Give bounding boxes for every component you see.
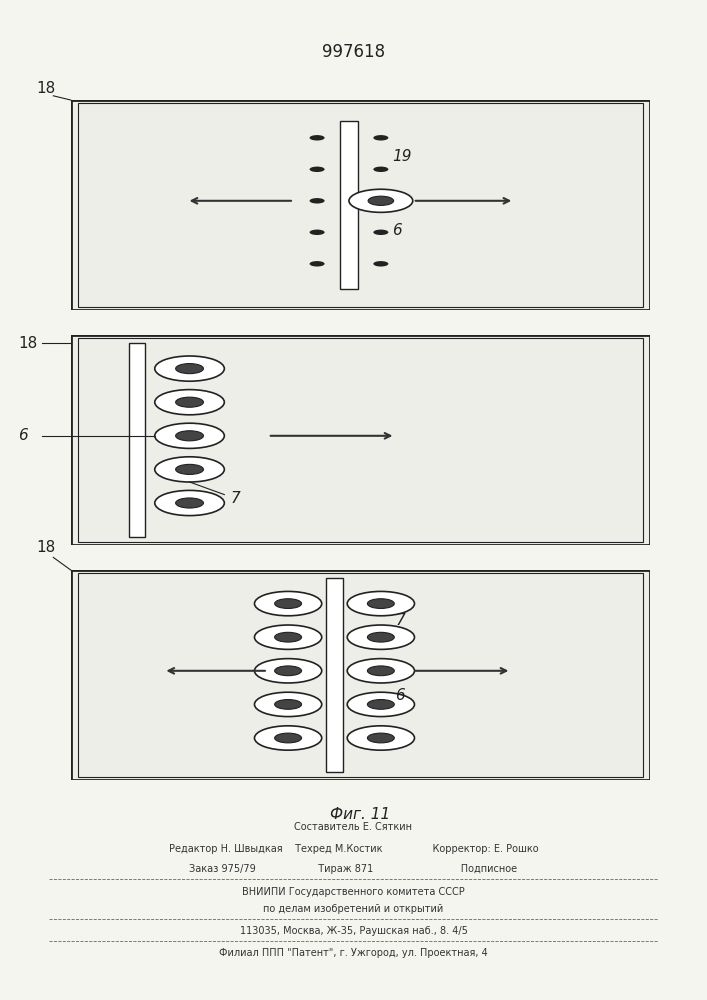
Circle shape <box>349 189 413 212</box>
Circle shape <box>274 666 302 676</box>
Text: 997618: 997618 <box>322 43 385 61</box>
Text: 6: 6 <box>392 223 402 238</box>
Text: 18: 18 <box>36 540 55 555</box>
Circle shape <box>175 464 204 474</box>
Circle shape <box>347 659 414 683</box>
Circle shape <box>274 733 302 743</box>
Circle shape <box>368 196 394 205</box>
Text: 6: 6 <box>395 688 405 704</box>
Text: Фиг. 11: Фиг. 11 <box>330 807 391 822</box>
Circle shape <box>347 591 414 616</box>
Text: 113035, Москва, Ж-35, Раушская наб., 8. 4/5: 113035, Москва, Ж-35, Раушская наб., 8. … <box>240 926 467 936</box>
Bar <box>327 578 343 772</box>
Bar <box>339 121 358 289</box>
Text: 18: 18 <box>18 336 37 351</box>
Text: Заказ 975/79                    Тираж 871                            Подписное: Заказ 975/79 Тираж 871 Подписное <box>189 864 518 874</box>
Circle shape <box>155 457 224 482</box>
Bar <box>129 343 146 537</box>
Circle shape <box>255 591 322 616</box>
Text: 7: 7 <box>395 613 405 628</box>
Text: Филиал ППП "Патент", г. Ужгород, ул. Проектная, 4: Филиал ППП "Патент", г. Ужгород, ул. Про… <box>219 948 488 958</box>
Circle shape <box>310 261 325 267</box>
Circle shape <box>310 167 325 172</box>
Text: 18: 18 <box>36 81 55 96</box>
Circle shape <box>373 230 388 235</box>
Text: по делам изобретений и открытий: по делам изобретений и открытий <box>264 904 443 914</box>
Circle shape <box>274 599 302 608</box>
Text: Составитель Е. Сяткин: Составитель Е. Сяткин <box>295 822 412 832</box>
Circle shape <box>368 599 395 608</box>
Circle shape <box>175 364 204 374</box>
Circle shape <box>274 700 302 709</box>
Text: ВНИИПИ Государственного комитета СССР: ВНИИПИ Государственного комитета СССР <box>242 887 465 897</box>
Circle shape <box>155 390 224 415</box>
Circle shape <box>373 167 388 172</box>
Circle shape <box>175 431 204 441</box>
Text: 7: 7 <box>230 491 240 506</box>
Circle shape <box>310 135 325 141</box>
Text: Редактор Н. Швыдкая    Техред М.Костик                Корректор: Е. Рошко: Редактор Н. Швыдкая Техред М.Костик Корр… <box>169 844 538 854</box>
Circle shape <box>347 692 414 717</box>
Circle shape <box>373 261 388 267</box>
Circle shape <box>368 666 395 676</box>
Circle shape <box>310 198 325 204</box>
Circle shape <box>373 135 388 141</box>
Circle shape <box>255 726 322 750</box>
Circle shape <box>255 692 322 717</box>
Circle shape <box>155 356 224 381</box>
Text: 6: 6 <box>18 428 28 443</box>
Circle shape <box>347 726 414 750</box>
Text: Фиг. 9: Фиг. 9 <box>335 337 386 352</box>
Circle shape <box>274 632 302 642</box>
Text: 19: 19 <box>392 149 412 164</box>
Circle shape <box>155 490 224 516</box>
Text: Фиг. 10: Фиг. 10 <box>330 572 391 587</box>
Circle shape <box>155 423 224 448</box>
Circle shape <box>255 625 322 649</box>
Circle shape <box>255 659 322 683</box>
Circle shape <box>368 700 395 709</box>
Circle shape <box>175 498 204 508</box>
Circle shape <box>347 625 414 649</box>
Circle shape <box>310 230 325 235</box>
Circle shape <box>368 632 395 642</box>
Circle shape <box>368 733 395 743</box>
Circle shape <box>175 397 204 407</box>
